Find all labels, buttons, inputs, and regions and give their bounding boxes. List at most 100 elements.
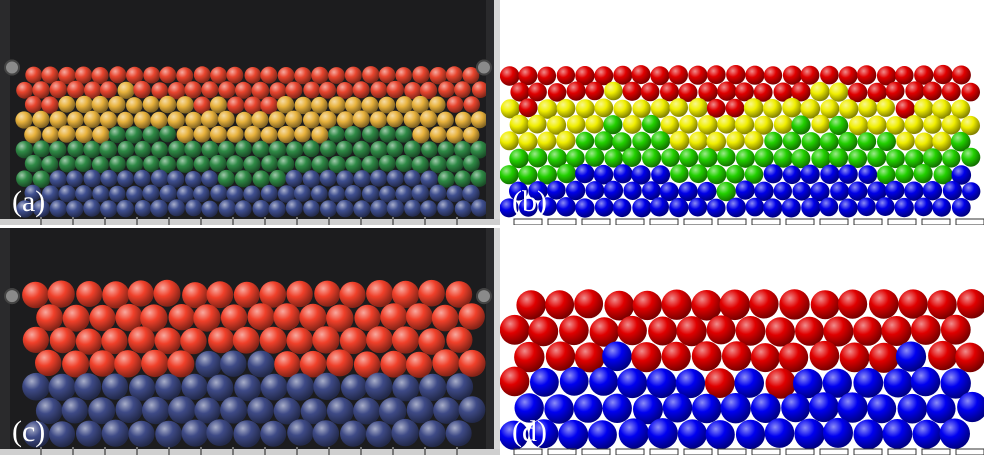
bead xyxy=(159,184,177,203)
bead xyxy=(311,155,329,173)
bead xyxy=(867,147,887,168)
bead xyxy=(159,66,177,84)
bead xyxy=(617,368,648,399)
bead xyxy=(133,80,151,99)
bead xyxy=(36,304,63,331)
bead xyxy=(735,148,755,168)
bead xyxy=(717,147,736,167)
bead xyxy=(365,372,393,400)
bead xyxy=(125,126,143,144)
bead xyxy=(689,164,708,184)
bead xyxy=(791,149,811,169)
bead xyxy=(233,420,261,448)
bead xyxy=(858,98,878,118)
bead xyxy=(914,98,934,119)
bead xyxy=(557,164,577,184)
bead xyxy=(519,198,538,217)
bead xyxy=(773,148,793,168)
bead xyxy=(566,115,586,134)
bead xyxy=(58,95,76,113)
bead xyxy=(922,181,943,201)
bead xyxy=(412,126,430,144)
bead xyxy=(299,303,327,331)
bead xyxy=(62,350,90,378)
bead xyxy=(910,315,941,345)
bead xyxy=(941,82,961,102)
bead xyxy=(418,279,445,307)
bead xyxy=(446,373,474,401)
bead xyxy=(462,126,480,144)
bead xyxy=(898,289,928,319)
bead xyxy=(573,394,603,423)
bead xyxy=(556,66,576,85)
bead xyxy=(194,397,221,424)
bead xyxy=(942,149,961,168)
bead xyxy=(454,81,471,98)
bead xyxy=(719,289,751,321)
bead xyxy=(352,110,370,128)
bead xyxy=(613,99,632,119)
bead xyxy=(15,141,34,159)
bead xyxy=(200,110,219,128)
panel-a-label: (a) xyxy=(12,185,46,218)
bead xyxy=(268,200,286,218)
bead xyxy=(691,393,722,424)
bead xyxy=(429,126,447,143)
bead xyxy=(201,200,219,218)
bead xyxy=(876,98,895,117)
bead xyxy=(75,125,93,144)
bead xyxy=(184,140,202,158)
bead xyxy=(463,96,481,113)
bead xyxy=(922,81,942,101)
bead xyxy=(437,170,455,188)
bead xyxy=(83,110,101,128)
bead xyxy=(612,132,632,152)
bead xyxy=(57,125,76,143)
bead xyxy=(575,99,595,119)
bead xyxy=(117,170,134,188)
bead xyxy=(961,147,981,167)
bead xyxy=(101,373,129,400)
bead xyxy=(184,81,202,99)
bead xyxy=(294,125,311,143)
bead xyxy=(603,115,623,135)
bead xyxy=(209,155,227,172)
bead xyxy=(458,303,485,330)
bead xyxy=(544,394,574,424)
panel-a-canvas xyxy=(0,0,500,225)
bead xyxy=(904,149,924,169)
bead xyxy=(869,289,899,319)
bead xyxy=(320,200,337,218)
bead xyxy=(848,115,869,136)
bead xyxy=(35,349,62,377)
bead xyxy=(128,326,156,354)
bead xyxy=(632,198,652,218)
bead xyxy=(735,419,766,449)
bead xyxy=(500,366,530,397)
bead xyxy=(957,289,984,319)
bead xyxy=(411,184,429,202)
bead xyxy=(744,131,764,151)
panel-d-canvas xyxy=(500,289,984,455)
bead xyxy=(754,148,774,168)
bead xyxy=(75,328,102,355)
bead xyxy=(675,368,706,399)
bead xyxy=(951,165,972,185)
bead xyxy=(352,140,371,158)
bead xyxy=(260,66,278,84)
bead xyxy=(159,125,176,143)
bead xyxy=(848,149,868,168)
bead xyxy=(108,96,126,114)
bead xyxy=(594,98,614,118)
bead xyxy=(500,99,520,119)
bead xyxy=(735,180,755,200)
bead xyxy=(933,64,953,85)
bead xyxy=(303,81,321,99)
bead xyxy=(547,83,567,102)
bead xyxy=(875,197,895,217)
bead xyxy=(345,156,362,173)
bead xyxy=(904,181,924,201)
bead xyxy=(176,155,194,173)
bead xyxy=(589,317,619,347)
bead xyxy=(395,67,413,84)
